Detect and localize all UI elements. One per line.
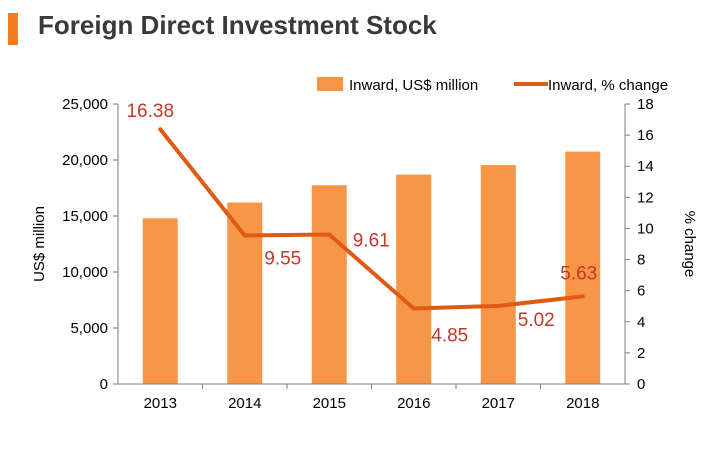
y2-tick-label: 18 <box>637 96 654 113</box>
x-tick-label: 2018 <box>566 395 599 412</box>
line-series-pct-change <box>158 127 585 311</box>
y2-tick-label: 6 <box>637 283 645 300</box>
bar-2013 <box>142 218 178 384</box>
y2-tick-label: 0 <box>637 376 645 393</box>
bar-2018 <box>565 151 601 384</box>
legend-bar-swatch <box>317 77 343 91</box>
y2-tick-label: 14 <box>637 158 654 175</box>
title-accent-bar <box>8 13 18 45</box>
y2-tick-label: 10 <box>637 220 654 237</box>
line-data-label: 16.38 <box>126 101 174 122</box>
y2-tick-label: 8 <box>637 252 645 269</box>
y2-tick-label: 4 <box>637 314 645 331</box>
y-tick-label: 20,000 <box>62 152 108 169</box>
bar-2014 <box>227 202 263 384</box>
legend-bar-label: Inward, US$ million <box>349 77 478 94</box>
y2-tick-label: 16 <box>637 127 654 144</box>
y2-tick-label: 2 <box>637 345 645 362</box>
y-tick-label: 5,000 <box>70 320 108 337</box>
line-data-label: 5.63 <box>560 263 597 284</box>
x-tick-label: 2017 <box>482 395 515 412</box>
y-tick-label: 15,000 <box>62 208 108 225</box>
y-tick-label: 25,000 <box>62 96 108 113</box>
line-data-label: 5.02 <box>518 310 555 331</box>
y2-axis-title: % change <box>681 211 698 278</box>
x-tick-label: 2014 <box>228 395 261 412</box>
bar-2017 <box>480 165 516 384</box>
line-data-label: 4.85 <box>431 326 468 347</box>
y2-tick-label: 12 <box>637 189 654 206</box>
y-axis-title: US$ million <box>31 206 48 282</box>
line-data-label: 9.55 <box>264 248 301 269</box>
line-data-label: 9.61 <box>353 231 390 252</box>
bar-2015 <box>311 185 347 384</box>
y-tick-label: 10,000 <box>62 264 108 281</box>
x-tick-label: 2016 <box>397 395 430 412</box>
x-tick-label: 2015 <box>313 395 346 412</box>
bar-2016 <box>396 174 432 384</box>
x-tick-label: 2013 <box>144 395 177 412</box>
page-title: Foreign Direct Investment Stock <box>38 10 437 40</box>
legend-line-label: Inward, % change <box>548 77 668 94</box>
y-tick-label: 0 <box>100 376 108 393</box>
